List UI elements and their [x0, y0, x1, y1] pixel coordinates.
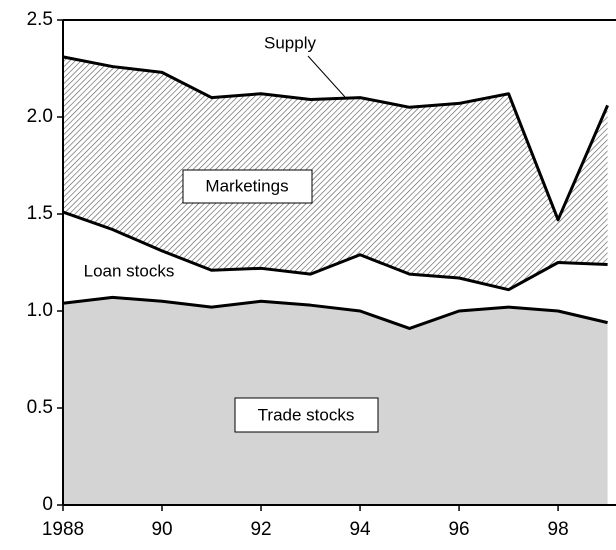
area [63, 56, 608, 290]
x-tick-label: 96 [448, 519, 469, 540]
x-tick-label: 92 [250, 519, 271, 540]
y-tick-label: 2.0 [27, 106, 53, 127]
y-tick-label: 1.5 [27, 203, 53, 224]
y-tick-label: 0.5 [27, 397, 53, 418]
x-tick-label: 90 [151, 519, 172, 540]
x-tick-label: 1988 [42, 519, 84, 540]
label-box [234, 397, 379, 433]
annotation: Supply [264, 33, 316, 52]
area-line [62, 295, 608, 330]
leader-line [307, 55, 346, 98]
area [63, 212, 608, 329]
series-label: Marketings [205, 176, 288, 195]
series-label: Loan stocks [84, 261, 175, 280]
y-tick-label: 2.5 [27, 9, 53, 30]
area-line [62, 210, 608, 292]
label-box [182, 169, 313, 204]
y-tick-label: 0 [42, 494, 53, 515]
series-label: Trade stocks [258, 405, 355, 424]
y-tick-label: 1.0 [27, 300, 53, 321]
x-tick-label: 94 [349, 519, 371, 540]
x-tick-label: 98 [548, 519, 569, 540]
area-line [62, 55, 609, 222]
